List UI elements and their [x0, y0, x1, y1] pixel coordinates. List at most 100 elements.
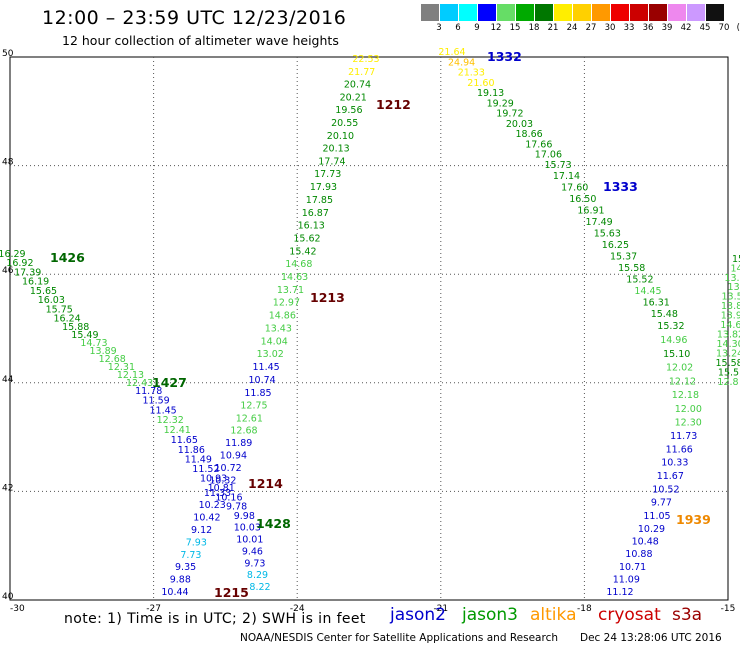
wave-height-reading: 10.71	[619, 562, 646, 573]
wave-height-reading: 11.59	[142, 396, 169, 407]
pass-label: 1427	[152, 375, 187, 390]
generated-timestamp: Dec 24 13:28:06 UTC 2016	[580, 632, 722, 644]
page-title: 12:00 – 23:59 UTC 12/23/2016	[42, 7, 347, 29]
x-tick-label: -21	[433, 604, 448, 614]
scale-swatch	[421, 4, 439, 21]
scale-label: 39	[661, 23, 673, 33]
map-border	[9, 56, 729, 601]
wave-height-reading: 17.85	[306, 195, 333, 206]
wave-height-reading: 12.68	[230, 426, 257, 437]
wave-height-reading: 15.37	[610, 252, 637, 263]
wave-height-reading: 13.02	[257, 349, 284, 360]
scale-swatch	[573, 4, 591, 21]
pass-label: 1426	[50, 250, 85, 265]
wave-height-reading: 15.49	[71, 330, 98, 341]
wave-height-reading: 14.68	[285, 259, 312, 270]
wave-height-reading: 9.77	[651, 498, 672, 509]
wave-height-reading: 10.23	[199, 500, 226, 511]
scale-label: (ft)	[736, 23, 740, 33]
wave-height-reading: 13.9	[721, 311, 740, 322]
scale-label: 36	[642, 23, 654, 33]
wave-height-reading: 14.04	[261, 336, 288, 347]
scale-label: 15	[509, 23, 521, 33]
wave-height-reading: 11.33	[204, 488, 231, 499]
wave-height-reading: 13.71	[277, 285, 304, 296]
scale-label: 42	[680, 23, 692, 33]
scale-swatch	[668, 4, 686, 21]
wave-height-reading: 16.19	[22, 277, 49, 288]
scale-swatch	[459, 4, 477, 21]
x-tick-label: -27	[146, 604, 161, 614]
x-tick-label: -24	[290, 604, 305, 614]
wave-height-reading: 11.49	[185, 455, 212, 466]
wave-height-reading: 19.29	[487, 98, 514, 109]
wave-height-reading: 20.55	[331, 118, 358, 129]
wave-height-reading: 11.66	[666, 444, 693, 455]
satellite-legend-item: s3a	[672, 605, 703, 625]
wave-height-reading: 12.13	[117, 370, 144, 381]
wave-height-reading: 17.39	[14, 267, 41, 278]
scale-swatch	[687, 4, 705, 21]
pass-label: 1215	[214, 585, 249, 600]
wave-height-reading: 15	[732, 254, 740, 265]
wave-height-reading: 13.43	[265, 323, 292, 334]
wave-height-reading: 18.66	[515, 129, 542, 140]
scale-label: 6	[455, 23, 461, 33]
wave-height-reading: 16.29	[0, 249, 26, 260]
wave-height-reading: 17.74	[318, 156, 345, 167]
wave-height-reading: 11.12	[606, 587, 633, 598]
wave-height-reading: 12.12	[669, 376, 696, 387]
wave-height-reading: 12.02	[666, 363, 693, 374]
wave-height-reading: 12.30	[675, 418, 702, 429]
wave-height-reading: 16.31	[643, 298, 670, 309]
wave-height-reading: 14.6	[720, 320, 740, 331]
wave-height-reading: 21.77	[348, 67, 375, 78]
satellite-legend-item: cryosat	[598, 605, 661, 625]
wave-height-reading: 10.74	[248, 375, 275, 386]
y-tick-label: 40	[2, 592, 14, 602]
wave-height-reading: 9.98	[234, 511, 255, 522]
wave-height-reading: 17.93	[310, 182, 337, 193]
pass-label: 1428	[256, 516, 291, 531]
scale-label: 3	[436, 23, 442, 33]
x-tick-label: -15	[721, 604, 736, 614]
credit-line: NOAA/NESDIS Center for Satellite Applica…	[240, 632, 558, 644]
wave-height-reading: 12.31	[108, 362, 135, 373]
wave-height-reading: 12.18	[672, 390, 699, 401]
wave-height-reading: 15.42	[289, 246, 316, 257]
wave-height-reading: 19.13	[477, 88, 504, 99]
wave-height-reading: 17.66	[525, 139, 552, 150]
wave-height-reading: 10.93	[200, 474, 227, 485]
wave-height-reading: 9.35	[175, 562, 196, 573]
wave-height-reading: 15.62	[293, 234, 320, 245]
wave-height-reading: 14.96	[660, 335, 687, 346]
wave-height-reading: 13.89	[89, 346, 116, 357]
wave-height-reading: 17.14	[553, 171, 580, 182]
wave-height-reading: 10.16	[215, 492, 242, 503]
y-tick-label: 46	[2, 266, 14, 276]
wave-height-reading: 16.92	[6, 258, 33, 269]
scale-swatch	[478, 4, 496, 21]
wave-height-reading: 10.88	[625, 549, 652, 560]
wave-height-reading: 16.87	[302, 208, 329, 219]
wave-height-reading: 9.78	[226, 502, 247, 513]
wave-height-reading: 21.33	[458, 68, 485, 79]
wave-height-reading: 20.13	[322, 144, 349, 155]
wave-height-reading: 7.73	[180, 550, 201, 561]
wave-height-reading: 10.01	[236, 535, 263, 546]
wave-height-reading: 15.5	[718, 368, 739, 379]
wave-height-reading: 15.48	[651, 309, 678, 320]
scale-label: 27	[585, 23, 597, 33]
wave-height-reading: 11.52	[192, 464, 219, 475]
wave-height-reading: 21.64	[438, 47, 465, 58]
wave-height-reading: 11.89	[225, 438, 252, 449]
wave-height-reading: 15.32	[657, 321, 684, 332]
wave-height-reading: 17.06	[535, 150, 562, 161]
wave-height-reading: 17.49	[585, 217, 612, 228]
wave-height-reading: 20.74	[344, 80, 371, 91]
wave-height-reading: 12.97	[273, 298, 300, 309]
wave-height-reading: 13	[728, 282, 740, 293]
wave-height-reading: 16.25	[602, 240, 629, 251]
wave-height-reading: 12.43	[126, 378, 153, 389]
